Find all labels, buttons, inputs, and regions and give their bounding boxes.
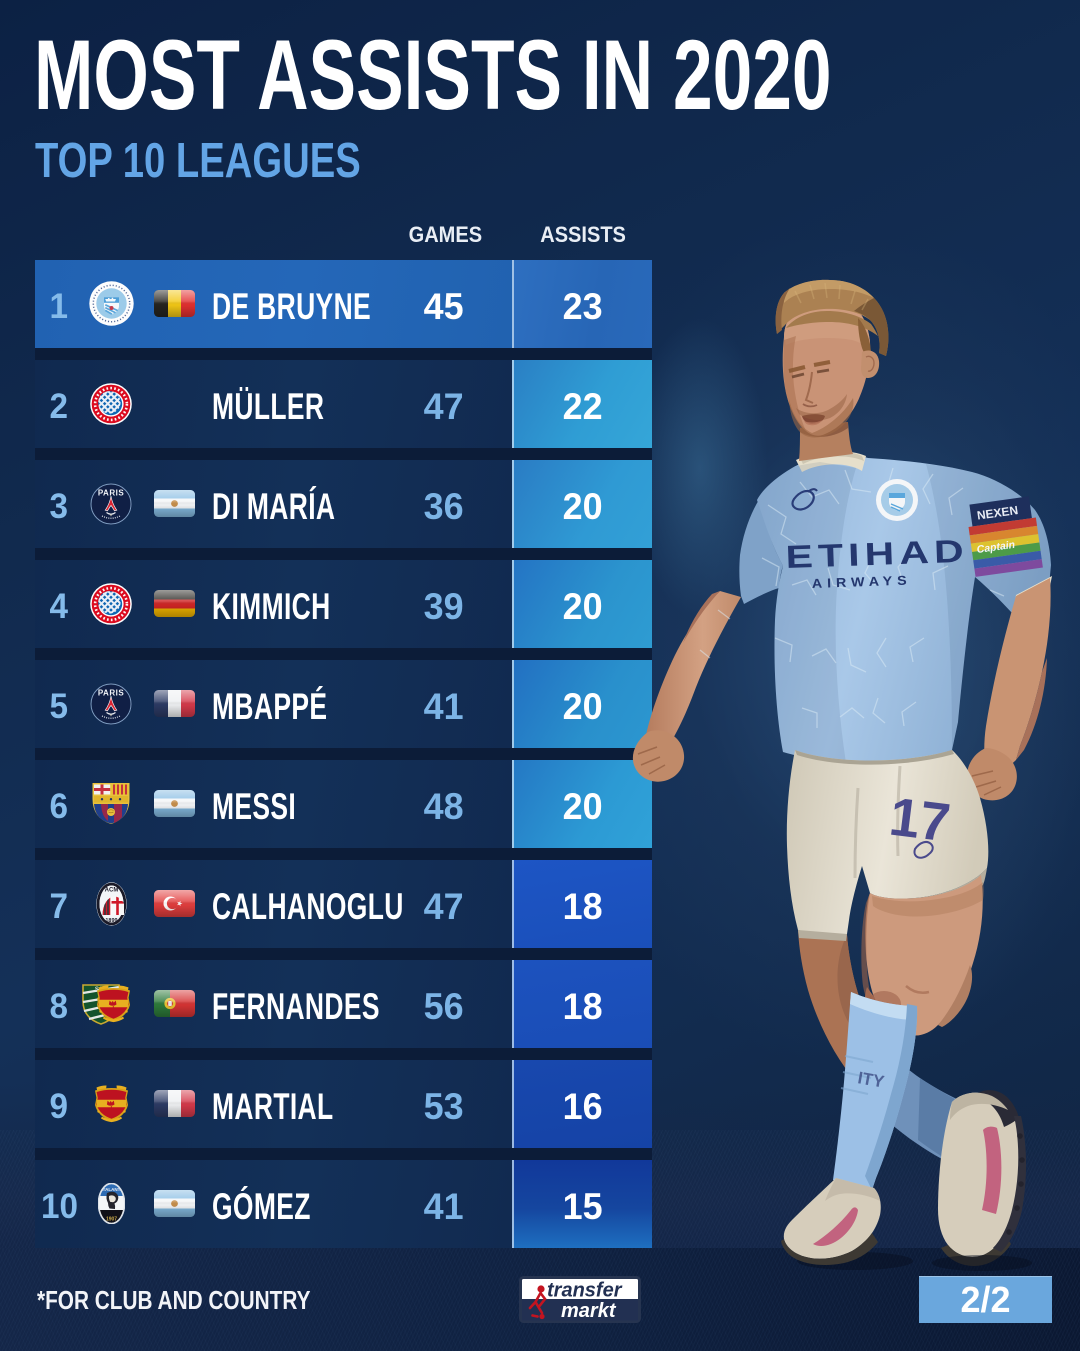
svg-text:markt: markt <box>561 1300 617 1322</box>
svg-text:ITY: ITY <box>856 1068 886 1091</box>
svg-text:17: 17 <box>886 787 953 854</box>
svg-text:AIRWAYS: AIRWAYS <box>812 573 912 591</box>
svg-text:1899: 1899 <box>105 918 117 924</box>
svg-text:transfer: transfer <box>547 1280 623 1302</box>
svg-text:1907: 1907 <box>106 1217 117 1223</box>
svg-text:Captain: Captain <box>976 539 1016 556</box>
svg-text:ACM: ACM <box>105 888 119 894</box>
svg-text:PARIS: PARIS <box>98 689 125 698</box>
svg-text:ATALANTA: ATALANTA <box>100 1187 124 1192</box>
svg-text:PARIS: PARIS <box>98 489 125 498</box>
svg-text:ETIHAD: ETIHAD <box>785 533 969 575</box>
svg-text:NEXEN: NEXEN <box>976 503 1019 523</box>
